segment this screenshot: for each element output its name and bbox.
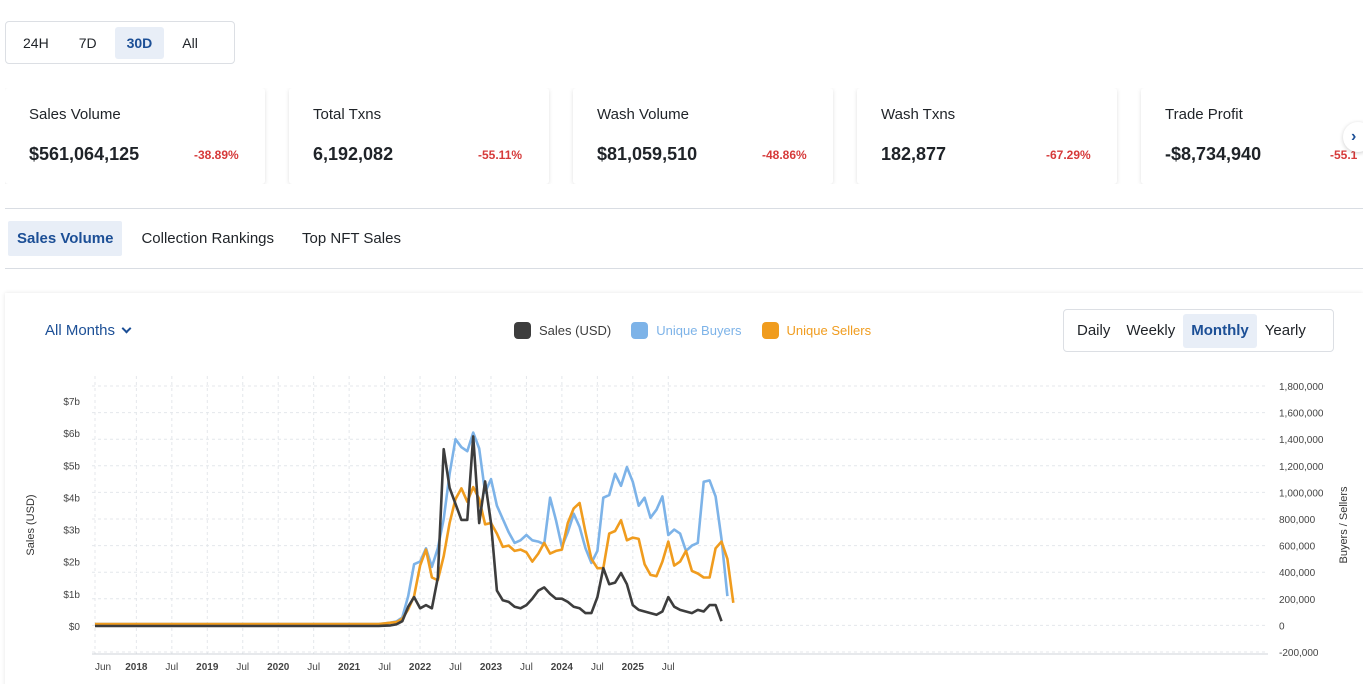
x-tick-label: Jul [520,662,533,673]
y-left-axis-label: Sales (USD) [25,494,37,555]
stat-change: -38.89% [194,148,239,162]
y-left-tick-label: $5b [63,461,80,472]
chart-legend: Sales (USD) Unique Buyers Unique Sellers [514,322,871,339]
x-tick-label: 2023 [480,662,503,673]
stat-value: $561,064,125 [29,144,140,164]
legend-swatch-sellers [761,322,779,339]
y-left-tick-label: $0 [69,622,81,633]
x-tick-label: Jul [662,662,675,673]
sales-chart: -200,000 0 200,000 400,000 600,000 800,000 1,0… [25,376,1350,673]
stat-title: Wash Volume [597,106,689,123]
legend-buyers[interactable]: Unique Buyers [631,322,742,339]
legend-label-sales: Sales (USD) [539,323,612,338]
y-right-tick-label: 0 [1279,621,1285,632]
stat-value: -$8,734,940 [1165,144,1262,164]
x-tick-label: 2020 [267,662,290,673]
stat-card-total-txns: Total Txns 6,192,082 -55.11% [289,88,549,184]
tab-bar: Sales Volume Collection Rankings Top NFT… [8,221,410,256]
stat-change: -55.1 [1330,148,1358,162]
divider [5,268,1363,269]
granularity-monthly-button[interactable]: Monthly [1183,313,1257,348]
x-tick-label: Jul [449,662,462,673]
granularity-weekly-button[interactable]: Weekly [1126,322,1176,339]
stat-value: 6,192,082 [313,144,394,164]
period-7d-button[interactable]: 7D [78,34,97,51]
divider [5,208,1363,209]
legend-label-sellers: Unique Sellers [786,323,872,338]
tab-sales-volume[interactable]: Sales Volume [8,221,123,256]
stat-card-wash-txns: Wash Txns 182,877 -67.29% [857,88,1117,184]
stat-change: -48.86% [762,148,807,162]
legend-swatch-sales [514,322,531,339]
stat-value: $81,059,510 [597,144,698,164]
stat-title: Trade Profit [1165,106,1243,123]
legend-sellers[interactable]: Unique Sellers [761,322,872,339]
y-left-tick-label: $2b [63,558,80,569]
x-tick-label: 2022 [409,662,432,673]
x-tick-label: Jul [236,662,249,673]
y-right-tick-label: 600,000 [1279,542,1316,553]
y-left-tick-label: $3b [63,526,80,537]
y-right-tick-label: 400,000 [1279,568,1316,579]
period-24h-button[interactable]: 24H [23,34,49,51]
stat-card-wash-volume: Wash Volume $81,059,510 -48.86% [573,88,833,184]
granularity-selector: Daily Weekly Monthly Yearly [1063,309,1334,352]
x-tick-label: 2018 [125,662,148,673]
chart-panel: All Months Sales (USD) Unique Buyers Uni… [5,293,1363,684]
y-right-tick-label: 1,400,000 [1279,435,1324,446]
x-tick-label: Jul [378,662,391,673]
series-line-sales-usd [95,435,723,628]
x-tick-label: 2021 [338,662,361,673]
x-tick-label: 2025 [622,662,645,673]
x-tick-label: Jul [591,662,604,673]
stats-row: Sales Volume $561,064,125 -38.89% Total … [5,88,1363,184]
y-left-tick-label: $1b [63,590,80,601]
months-dropdown[interactable]: All Months [45,322,132,339]
period-all-button[interactable]: All [182,34,198,51]
chevron-right-icon[interactable]: › [1343,122,1363,152]
x-tick-label: Jul [165,662,178,673]
granularity-daily-button[interactable]: Daily [1077,322,1111,339]
y-left-tick-label: $4b [63,493,80,504]
y-right-tick-label: -200,000 [1279,648,1319,659]
y-left-tick-label: $6b [63,429,80,440]
stat-title: Wash Txns [881,106,956,123]
months-dropdown-label: All Months [45,322,116,339]
series-line-unique-sellers [95,485,735,626]
y-right-tick-label: 1,600,000 [1279,409,1324,420]
y-right-tick-label: 800,000 [1279,515,1316,526]
y-right-tick-label: 1,000,000 [1279,488,1324,499]
tab-collection-rankings[interactable]: Collection Rankings [141,230,275,247]
stat-change: -67.29% [1046,148,1091,162]
y-right-tick-label: 200,000 [1279,595,1316,606]
series-line-unique-buyers [95,431,729,626]
chevron-down-icon [121,323,132,334]
granularity-yearly-button[interactable]: Yearly [1264,322,1306,339]
stat-card-trade-profit: Trade Profit -$8,734,940 -55.1 [1141,88,1363,184]
stat-card-sales-volume: Sales Volume $561,064,125 -38.89% [5,88,265,184]
legend-sales[interactable]: Sales (USD) [514,322,611,339]
period-selector: 24H 7D 30D All [5,21,235,64]
stat-change: -55.11% [478,148,523,162]
y-right-axis-label: Buyers / Sellers [1338,486,1350,564]
tab-top-nft-sales[interactable]: Top NFT Sales [302,230,401,247]
stat-value: 182,877 [881,144,947,164]
legend-swatch-buyers [631,322,649,339]
stat-title: Sales Volume [29,106,121,123]
legend-label-buyers: Unique Buyers [656,323,742,338]
y-right-tick-label: 1,800,000 [1279,382,1324,393]
x-tick-label: Jul [307,662,320,673]
y-left-tick-label: $7b [63,397,80,408]
y-right-tick-label: 1,200,000 [1279,462,1324,473]
x-tick-label: 2024 [551,662,574,673]
x-tick-label: Jun [95,662,111,673]
stat-title: Total Txns [313,106,382,123]
period-30d-button[interactable]: 30D [114,26,165,59]
x-tick-label: 2019 [196,662,219,673]
